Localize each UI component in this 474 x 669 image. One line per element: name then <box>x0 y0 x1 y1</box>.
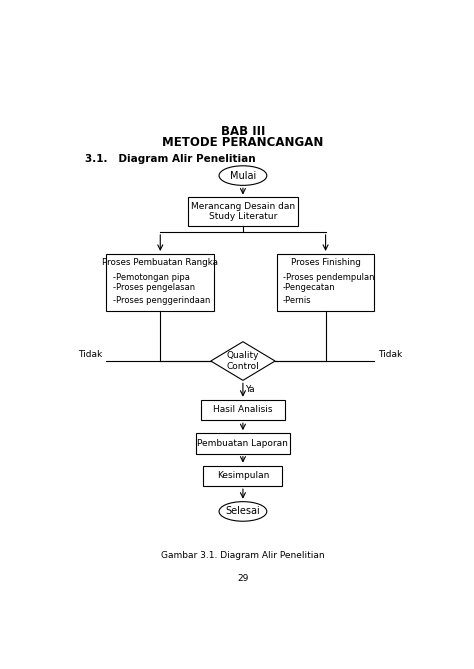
Text: -Proses pendempulan: -Proses pendempulan <box>283 272 374 282</box>
Text: Proses Finishing: Proses Finishing <box>291 258 361 267</box>
Text: Ya: Ya <box>246 385 255 395</box>
Text: Proses Pembuatan Rangka: Proses Pembuatan Rangka <box>102 258 218 267</box>
Text: Tidak: Tidak <box>378 351 402 359</box>
FancyBboxPatch shape <box>188 197 298 226</box>
Text: -Pengecatan: -Pengecatan <box>283 284 336 292</box>
Ellipse shape <box>219 166 267 185</box>
Text: 29: 29 <box>237 574 248 583</box>
Text: 3.1.   Diagram Alir Penelitian: 3.1. Diagram Alir Penelitian <box>85 154 255 164</box>
Text: -Pemotongan pipa: -Pemotongan pipa <box>113 272 190 282</box>
FancyBboxPatch shape <box>106 254 214 310</box>
FancyBboxPatch shape <box>203 466 283 486</box>
FancyBboxPatch shape <box>201 399 285 420</box>
Text: Quality
Control: Quality Control <box>227 351 259 371</box>
Text: Gambar 3.1. Diagram Alir Penelitian: Gambar 3.1. Diagram Alir Penelitian <box>161 551 325 560</box>
Text: Tidak: Tidak <box>78 351 102 359</box>
FancyBboxPatch shape <box>277 254 374 310</box>
Polygon shape <box>211 342 275 381</box>
Text: Hasil Analisis: Hasil Analisis <box>213 405 273 415</box>
Text: Kesimpulan: Kesimpulan <box>217 472 269 480</box>
Text: Merancang Desain dan
Study Literatur: Merancang Desain dan Study Literatur <box>191 202 295 221</box>
Text: -Proses pengelasan: -Proses pengelasan <box>113 284 195 292</box>
Text: Mulai: Mulai <box>230 171 256 181</box>
FancyBboxPatch shape <box>196 433 290 454</box>
Text: Selesai: Selesai <box>226 506 260 516</box>
Text: BAB III: BAB III <box>221 125 265 138</box>
Text: Pembuatan Laporan: Pembuatan Laporan <box>198 439 288 448</box>
Text: -Pernis: -Pernis <box>283 296 311 305</box>
Text: METODE PERANCANGAN: METODE PERANCANGAN <box>162 136 324 149</box>
Text: -Proses penggerindaan: -Proses penggerindaan <box>113 296 210 305</box>
Ellipse shape <box>219 502 267 521</box>
